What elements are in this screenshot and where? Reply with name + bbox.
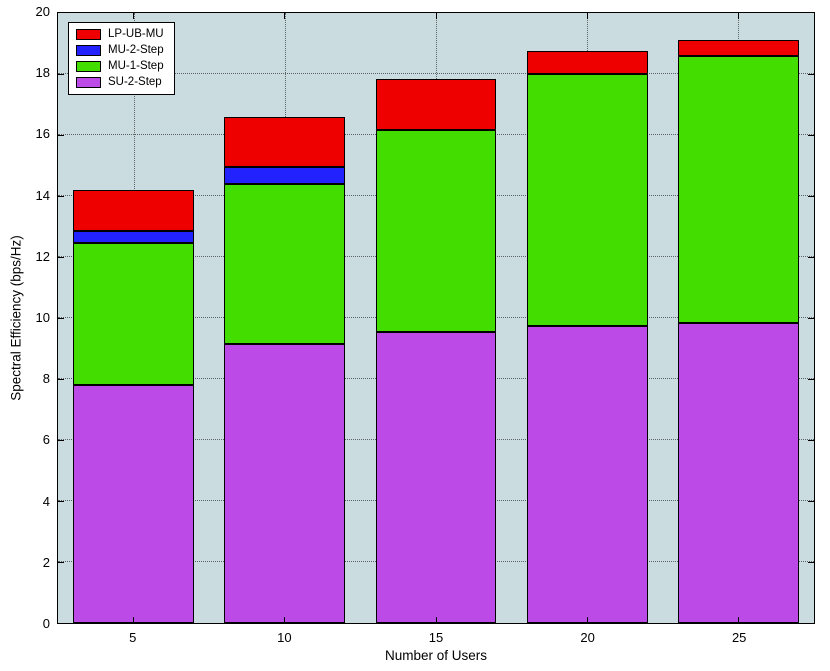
legend-item: LP-UB-MU bbox=[76, 28, 164, 41]
bar-segment-mu-1-step bbox=[73, 243, 195, 386]
x-axis-label: Number of Users bbox=[384, 648, 488, 663]
tick-mark-y bbox=[808, 257, 814, 258]
tick-mark-y bbox=[58, 440, 64, 441]
legend-label: MU-1-Step bbox=[108, 60, 164, 72]
plot-area: LP-UB-MU MU-2-Step MU-1-Step SU-2-Step bbox=[57, 12, 815, 624]
y-tick-label: 2 bbox=[42, 554, 50, 570]
bar-segment-su-2-step bbox=[73, 385, 195, 623]
bar-segment-lp-ub-mu bbox=[677, 40, 799, 56]
legend-label: SU-2-Step bbox=[108, 76, 162, 88]
y-tick-label: 16 bbox=[35, 126, 50, 142]
y-tick-label: 4 bbox=[42, 493, 50, 509]
tick-mark-y bbox=[808, 501, 814, 502]
tick-mark-y bbox=[808, 562, 814, 563]
y-tick-label: 14 bbox=[35, 187, 50, 203]
tick-mark-y bbox=[58, 501, 64, 502]
bar-segment-su-2-step bbox=[526, 325, 648, 623]
tick-mark-y bbox=[58, 257, 64, 258]
bar-segment-mu-2-step bbox=[73, 231, 195, 244]
bar-segment-mu-1-step bbox=[375, 130, 497, 332]
y-tick-label: 8 bbox=[42, 371, 50, 387]
y-tick-label: 20 bbox=[35, 4, 50, 19]
bar-segment-lp-ub-mu bbox=[73, 189, 195, 232]
tick-mark-x bbox=[284, 617, 286, 623]
tick-mark-x bbox=[737, 617, 739, 623]
bar-segment-su-2-step bbox=[677, 322, 799, 623]
bar-segment-mu-1-step bbox=[526, 74, 648, 326]
y-tick-label: 18 bbox=[35, 65, 50, 81]
tick-mark-y bbox=[58, 318, 64, 319]
legend: LP-UB-MU MU-2-Step MU-1-Step SU-2-Step bbox=[68, 22, 175, 95]
x-tick-label: 25 bbox=[731, 630, 747, 645]
tick-mark-y bbox=[808, 318, 814, 319]
tick-mark-y bbox=[58, 562, 64, 563]
x-tick-label: 5 bbox=[129, 630, 137, 645]
tick-mark-y bbox=[58, 196, 64, 197]
bar-segment-su-2-step bbox=[375, 331, 497, 623]
tick-mark-x bbox=[284, 13, 286, 19]
bar-segment-lp-ub-mu bbox=[526, 51, 648, 74]
y-tick-label: 0 bbox=[42, 616, 50, 631]
legend-swatch-lp-ub-mu bbox=[76, 29, 101, 40]
bar-segment-lp-ub-mu bbox=[375, 78, 497, 131]
bar-segment-mu-1-step bbox=[224, 183, 346, 344]
x-tick-label: 20 bbox=[580, 630, 595, 645]
tick-mark-x bbox=[435, 13, 437, 19]
x-tick-label: 15 bbox=[428, 630, 444, 645]
tick-mark-x bbox=[133, 13, 135, 19]
legend-item: SU-2-Step bbox=[76, 76, 164, 89]
x-tick-label: 10 bbox=[277, 630, 292, 645]
tick-mark-x bbox=[586, 617, 588, 623]
tick-mark-y bbox=[808, 440, 814, 441]
tick-mark-x bbox=[586, 13, 588, 19]
tick-mark-y bbox=[58, 74, 64, 75]
legend-item: MU-1-Step bbox=[76, 60, 164, 73]
tick-mark-x bbox=[737, 13, 739, 19]
bar-segment-mu-1-step bbox=[677, 55, 799, 323]
tick-mark-x bbox=[133, 617, 135, 623]
bar-segment-mu-2-step bbox=[224, 167, 346, 184]
tick-mark-y bbox=[58, 135, 64, 136]
bar-segment-su-2-step bbox=[224, 343, 346, 623]
tick-mark-y bbox=[808, 196, 814, 197]
legend-swatch-mu-1-step bbox=[76, 61, 101, 72]
y-tick-label: 12 bbox=[35, 248, 50, 264]
legend-label: LP-UB-MU bbox=[108, 28, 164, 40]
legend-label: MU-2-Step bbox=[108, 44, 164, 56]
tick-mark-y bbox=[808, 135, 814, 136]
tick-mark-y bbox=[808, 74, 814, 75]
tick-mark-x bbox=[435, 617, 437, 623]
y-tick-label: 6 bbox=[42, 432, 50, 448]
y-tick-label: 10 bbox=[35, 310, 50, 325]
legend-item: MU-2-Step bbox=[76, 44, 164, 57]
bar-segment-lp-ub-mu bbox=[224, 116, 346, 168]
tick-mark-y bbox=[58, 379, 64, 380]
tick-mark-y bbox=[808, 379, 814, 380]
legend-swatch-mu-2-step bbox=[76, 45, 101, 56]
legend-swatch-su-2-step bbox=[76, 77, 101, 88]
